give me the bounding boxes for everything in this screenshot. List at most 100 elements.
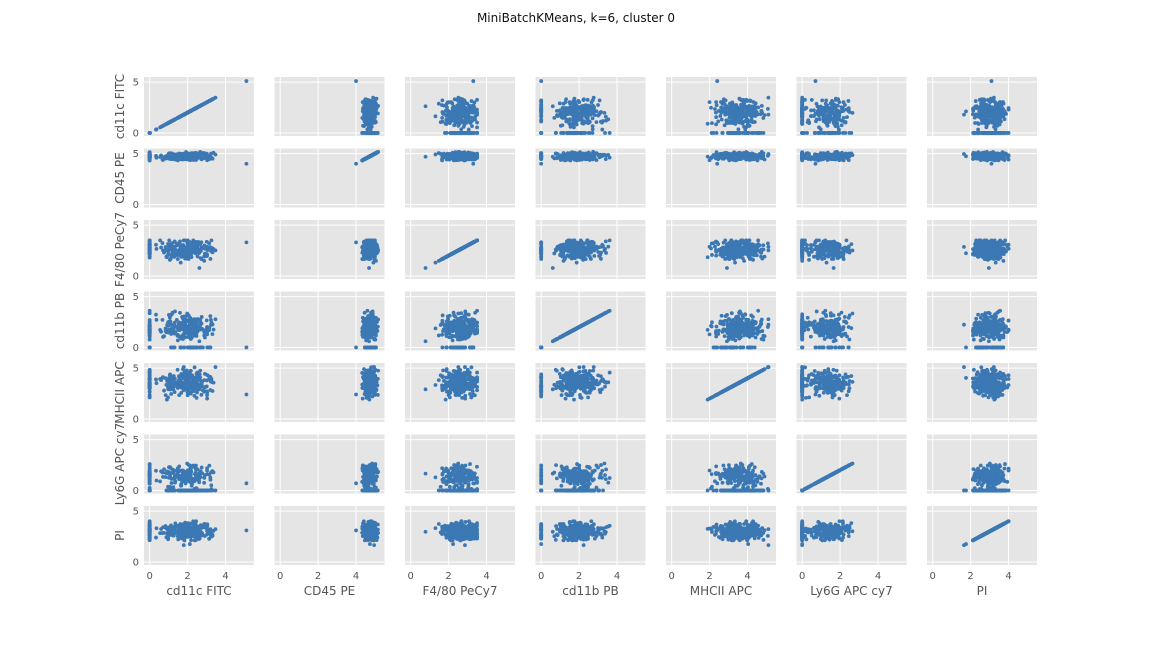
data-point bbox=[582, 119, 587, 124]
data-point bbox=[577, 113, 582, 118]
data-point bbox=[833, 151, 838, 156]
data-point bbox=[977, 110, 982, 115]
data-point bbox=[354, 240, 358, 245]
data-point bbox=[814, 119, 818, 124]
data-point bbox=[440, 115, 445, 120]
data-point bbox=[828, 131, 833, 135]
data-point bbox=[753, 109, 758, 114]
data-point bbox=[169, 252, 174, 257]
data-point bbox=[198, 104, 202, 108]
data-point bbox=[805, 131, 809, 135]
data-point bbox=[577, 156, 582, 161]
data-point bbox=[539, 131, 544, 135]
data-point bbox=[361, 249, 365, 253]
data-point bbox=[209, 151, 213, 156]
data-point bbox=[571, 131, 576, 135]
data-point bbox=[570, 122, 574, 127]
data-point bbox=[360, 131, 365, 135]
data-point bbox=[812, 131, 817, 135]
panel-0-1 bbox=[274, 77, 385, 136]
data-point bbox=[183, 238, 188, 243]
data-point bbox=[154, 246, 159, 251]
data-point bbox=[475, 97, 479, 102]
data-point bbox=[371, 239, 376, 244]
data-point bbox=[370, 120, 374, 125]
data-point bbox=[990, 112, 995, 116]
data-point bbox=[745, 112, 750, 117]
data-point bbox=[244, 161, 249, 166]
data-point bbox=[154, 154, 158, 158]
data-point bbox=[363, 97, 368, 102]
data-point bbox=[147, 240, 152, 245]
data-point bbox=[574, 122, 579, 127]
figure-title: MiniBatchKMeans, k=6, cluster 0 bbox=[476, 11, 676, 25]
data-point bbox=[726, 119, 730, 124]
data-points bbox=[147, 79, 249, 135]
data-point bbox=[368, 101, 373, 106]
panel-1-3 bbox=[535, 148, 646, 208]
data-point bbox=[815, 104, 820, 109]
data-point bbox=[985, 112, 990, 117]
data-point bbox=[759, 131, 763, 135]
data-point bbox=[721, 106, 726, 110]
data-point bbox=[440, 103, 444, 108]
data-point bbox=[475, 120, 479, 125]
data-point bbox=[975, 131, 980, 135]
data-point bbox=[842, 119, 846, 124]
data-points bbox=[354, 79, 381, 135]
data-point bbox=[244, 79, 249, 83]
data-point bbox=[998, 131, 1003, 135]
data-point bbox=[737, 109, 742, 114]
data-point bbox=[723, 98, 728, 103]
data-point bbox=[1006, 131, 1011, 135]
data-point bbox=[539, 102, 544, 107]
data-point bbox=[602, 110, 607, 115]
data-point bbox=[607, 131, 612, 135]
data-point bbox=[975, 114, 980, 118]
data-point bbox=[984, 119, 989, 124]
data-point bbox=[816, 154, 820, 158]
data-point bbox=[366, 119, 370, 124]
data-point bbox=[587, 119, 592, 124]
data-point bbox=[995, 110, 1000, 115]
data-point bbox=[736, 114, 741, 118]
panel-2-1 bbox=[274, 220, 385, 279]
data-point bbox=[161, 123, 165, 128]
data-point bbox=[816, 131, 821, 135]
data-point bbox=[456, 156, 460, 160]
data-point bbox=[836, 155, 841, 159]
data-point bbox=[716, 119, 721, 124]
data-point bbox=[183, 154, 188, 158]
data-point bbox=[436, 101, 441, 106]
data-point bbox=[837, 117, 842, 122]
data-point bbox=[817, 117, 822, 122]
panel-0-2 bbox=[405, 77, 515, 136]
data-point bbox=[710, 121, 714, 125]
data-point bbox=[475, 107, 479, 112]
data-point bbox=[846, 99, 851, 103]
data-point bbox=[371, 117, 376, 122]
data-point bbox=[161, 248, 165, 253]
data-point bbox=[590, 156, 595, 161]
data-point bbox=[603, 114, 608, 119]
data-point bbox=[167, 238, 172, 243]
data-point bbox=[748, 99, 753, 103]
data-point bbox=[603, 157, 608, 162]
data-point bbox=[570, 112, 574, 117]
data-point bbox=[972, 106, 977, 110]
data-point bbox=[740, 106, 745, 111]
data-point bbox=[423, 266, 428, 270]
data-point bbox=[209, 238, 214, 243]
data-point bbox=[582, 112, 587, 116]
data-point bbox=[730, 100, 735, 105]
data-point bbox=[368, 112, 373, 116]
data-point bbox=[607, 155, 612, 160]
data-point bbox=[577, 117, 582, 122]
data-point bbox=[469, 115, 474, 120]
data-point bbox=[370, 131, 375, 135]
data-point bbox=[469, 99, 474, 103]
data-point bbox=[845, 115, 849, 120]
data-point bbox=[843, 131, 848, 135]
data-point bbox=[759, 153, 763, 157]
